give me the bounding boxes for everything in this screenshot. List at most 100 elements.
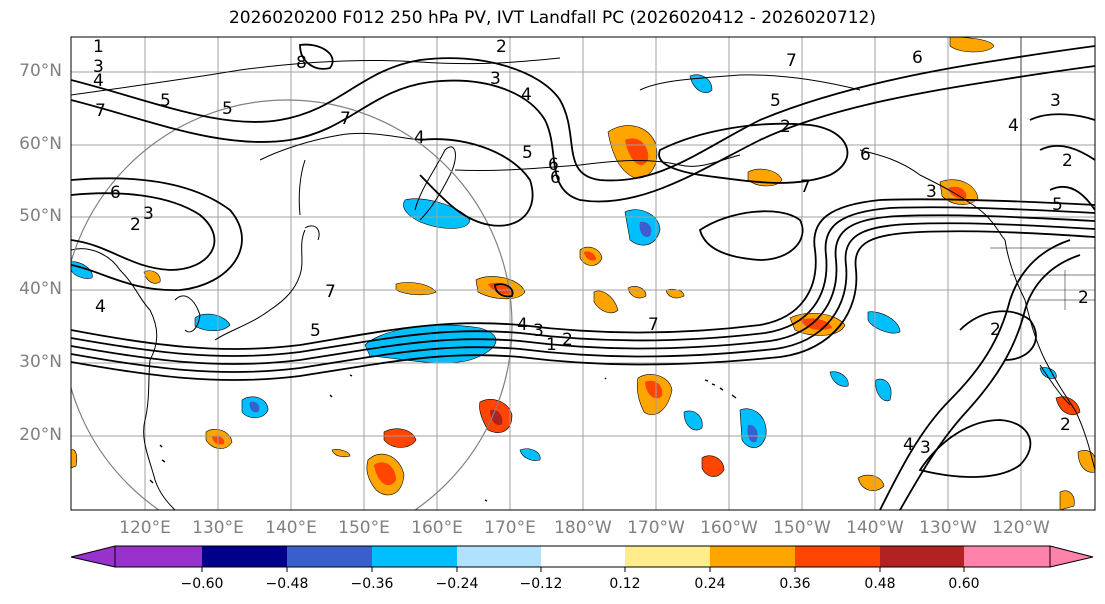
- contour-mid-1: [419, 138, 534, 227]
- pos-patch: [395, 282, 437, 296]
- lon-label-160w: 160°W: [700, 518, 758, 538]
- neg-patch: [249, 401, 260, 413]
- contour-mid-2: [658, 122, 849, 184]
- contour-label: 2: [1062, 151, 1073, 171]
- contour-label: 4: [517, 315, 528, 335]
- contour-label: 4: [414, 128, 425, 148]
- colorbar-swatch: [287, 546, 372, 567]
- pos-patch: [331, 449, 351, 458]
- contour-north-1: [71, 192, 216, 271]
- contour-label: 5: [522, 143, 533, 163]
- pos-patch: [948, 186, 967, 199]
- pos-patch: [627, 286, 647, 299]
- contour-mid-3: [698, 210, 804, 261]
- pos-patch: [490, 409, 503, 426]
- contour-south-4: [959, 310, 1037, 361]
- aleutians: [454, 154, 741, 172]
- pos-patch: [949, 37, 995, 53]
- contour-jet-1: [71, 198, 1095, 350]
- pos-patch: [665, 288, 685, 299]
- gridlines: [71, 37, 1095, 510]
- map-border: [70, 36, 1096, 511]
- colorbar-tick-label: 0.60: [948, 576, 980, 592]
- pos-patch: [143, 270, 161, 284]
- baja: [1039, 364, 1071, 406]
- pv-shading: [71, 37, 1095, 510]
- contour-jet-3: [71, 214, 1095, 365]
- contour-label: 1: [546, 335, 557, 355]
- japan: [214, 229, 306, 341]
- colorbar-tick-label: −0.24: [435, 576, 479, 592]
- contour-label: 2: [1060, 415, 1071, 435]
- contour-label: 2: [1078, 288, 1089, 308]
- contour-label: 5: [770, 91, 781, 111]
- neg-patch: [639, 221, 652, 238]
- pos-patch: [593, 290, 619, 314]
- contour-label: 4: [903, 435, 914, 455]
- contour-label: 6: [548, 155, 559, 175]
- contour-label: 3: [93, 57, 104, 77]
- lon-label-180w: 180°W: [554, 518, 612, 538]
- contour-label: 2: [130, 215, 141, 235]
- contour-south-2: [899, 254, 1081, 510]
- colorbar-tick-label: 0.12: [609, 576, 641, 592]
- contour-jet-4: [71, 222, 1095, 373]
- pos-patch: [71, 449, 78, 469]
- colorbar-tick-label: −0.60: [180, 576, 224, 592]
- colorbar-swatch: [541, 546, 625, 567]
- contour-label: 1: [93, 37, 104, 57]
- contour-label: 2: [496, 37, 507, 57]
- lat-label-70n: 70°N: [19, 61, 62, 81]
- lon-label-160e: 160°E: [411, 518, 463, 538]
- contour-label: 6: [110, 183, 121, 203]
- pos-patch: [584, 251, 596, 261]
- lon-label-130e: 130°E: [192, 518, 244, 538]
- pos-patch: [645, 380, 663, 399]
- colorbar-tick-label: 0.24: [694, 576, 726, 592]
- contour-east-2: [1039, 145, 1095, 161]
- colorbar-swatch: [115, 546, 202, 567]
- lat-label-50n: 50°N: [19, 206, 62, 226]
- contour-south-1: [879, 239, 1071, 510]
- sakhalin: [298, 159, 306, 216]
- colorbar-swatch: [372, 546, 457, 567]
- neg-patch: [683, 410, 703, 431]
- alaska-south: [859, 149, 1006, 241]
- colorbar-tick-label: −0.36: [350, 576, 394, 592]
- colorbar: [70, 545, 1094, 572]
- contour-jet-2: [71, 206, 1095, 357]
- colorbar-swatch: [795, 546, 880, 567]
- hokkaido: [304, 225, 320, 241]
- colorbar-ticks: [201, 567, 965, 572]
- contour-label: 8: [296, 53, 307, 73]
- contour-label: 5: [222, 99, 233, 119]
- hawaii: [704, 379, 737, 399]
- contour-north-3: [71, 45, 1095, 182]
- pos-patch: [1077, 450, 1095, 473]
- lat-label-60n: 60°N: [19, 134, 62, 154]
- contour-label: 3: [926, 182, 937, 202]
- alaska-west: [639, 74, 861, 91]
- lat-label-40n: 40°N: [19, 279, 62, 299]
- neg-patch: [194, 313, 231, 332]
- contour-label: 7: [786, 51, 797, 71]
- colorbar-tick-label: −0.48: [265, 576, 309, 592]
- colorbar-outline: [114, 545, 1051, 568]
- lat-label-30n: 30°N: [19, 352, 62, 372]
- contour-jet-5: [71, 230, 1095, 381]
- pos-patch: [374, 462, 396, 486]
- russia-north: [71, 57, 561, 96]
- pos-patch: [1055, 396, 1081, 415]
- asia-coast: [71, 248, 176, 510]
- colorbar-swatch: [710, 546, 795, 567]
- contour-label: 7: [648, 315, 659, 335]
- lon-label-150e: 150°E: [338, 518, 390, 538]
- contour-label: 4: [1008, 116, 1019, 136]
- contour-label: 6: [860, 145, 871, 165]
- contour-label: 3: [533, 321, 544, 341]
- pos-patch: [701, 455, 725, 477]
- lon-label-140w: 140°W: [846, 518, 904, 538]
- neg-patch: [519, 448, 541, 461]
- lon-label-140e: 140°E: [265, 518, 317, 538]
